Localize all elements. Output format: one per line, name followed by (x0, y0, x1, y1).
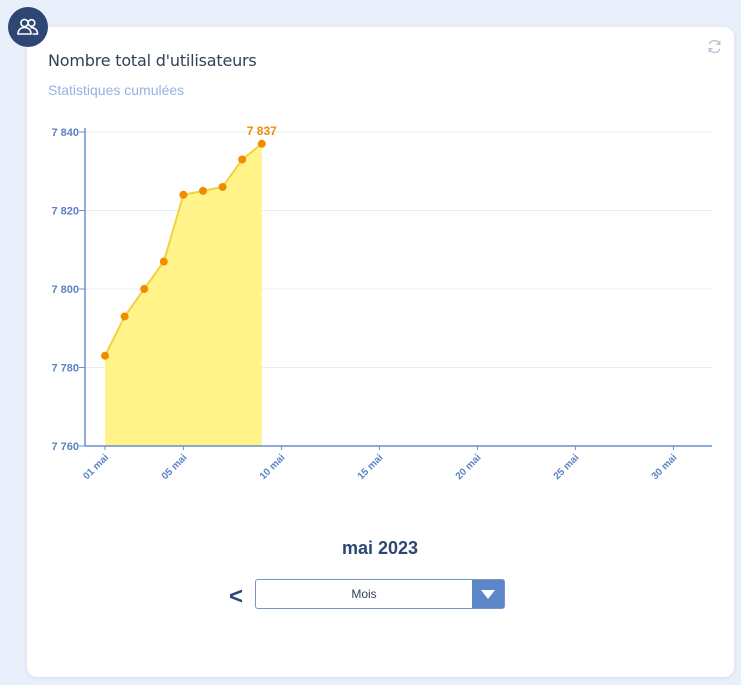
x-tick-label: 10 mai (258, 452, 288, 482)
chart-title: Nombre total d'utilisateurs (48, 51, 257, 70)
last-value-label: 7 837 (247, 124, 277, 138)
data-point (199, 186, 207, 195)
x-tick-label: 05 mai (160, 452, 190, 482)
data-point (238, 155, 247, 164)
users-icon (8, 7, 48, 47)
x-tick-label: 01 mai (81, 452, 111, 482)
data-point (101, 351, 109, 360)
area-fill (105, 143, 262, 446)
caret-down-icon[interactable] (472, 580, 504, 608)
x-tick-label: 30 mai (650, 452, 680, 482)
data-point (120, 312, 129, 321)
refresh-icon[interactable] (706, 38, 723, 55)
granularity-value: Mois (351, 587, 377, 601)
x-tick-label: 20 mai (454, 452, 484, 482)
data-point (257, 139, 266, 148)
y-tick-label: 7 760 (51, 441, 79, 453)
y-tick-label: 7 820 (51, 206, 79, 218)
y-tick-label: 7 780 (51, 363, 79, 375)
x-tick-label: 25 mai (552, 452, 582, 482)
y-tick-label: 7 800 (51, 284, 79, 296)
data-point (179, 190, 188, 199)
granularity-select[interactable]: Mois (255, 579, 505, 609)
data-point (218, 182, 227, 191)
cumulative-users-chart: 7 760 7 780 7 800 7 820 7 840 01 mai 05 mai 10 … (51, 124, 712, 482)
period-label: mai 2023 (341, 538, 419, 558)
chart-subtitle: Statistiques cumulées (48, 82, 185, 98)
y-tick-label: 7 840 (51, 127, 79, 139)
previous-period-button[interactable]: < (228, 583, 243, 610)
data-point (159, 257, 168, 266)
data-point (140, 285, 149, 293)
x-tick-label: 15 mai (356, 452, 386, 482)
